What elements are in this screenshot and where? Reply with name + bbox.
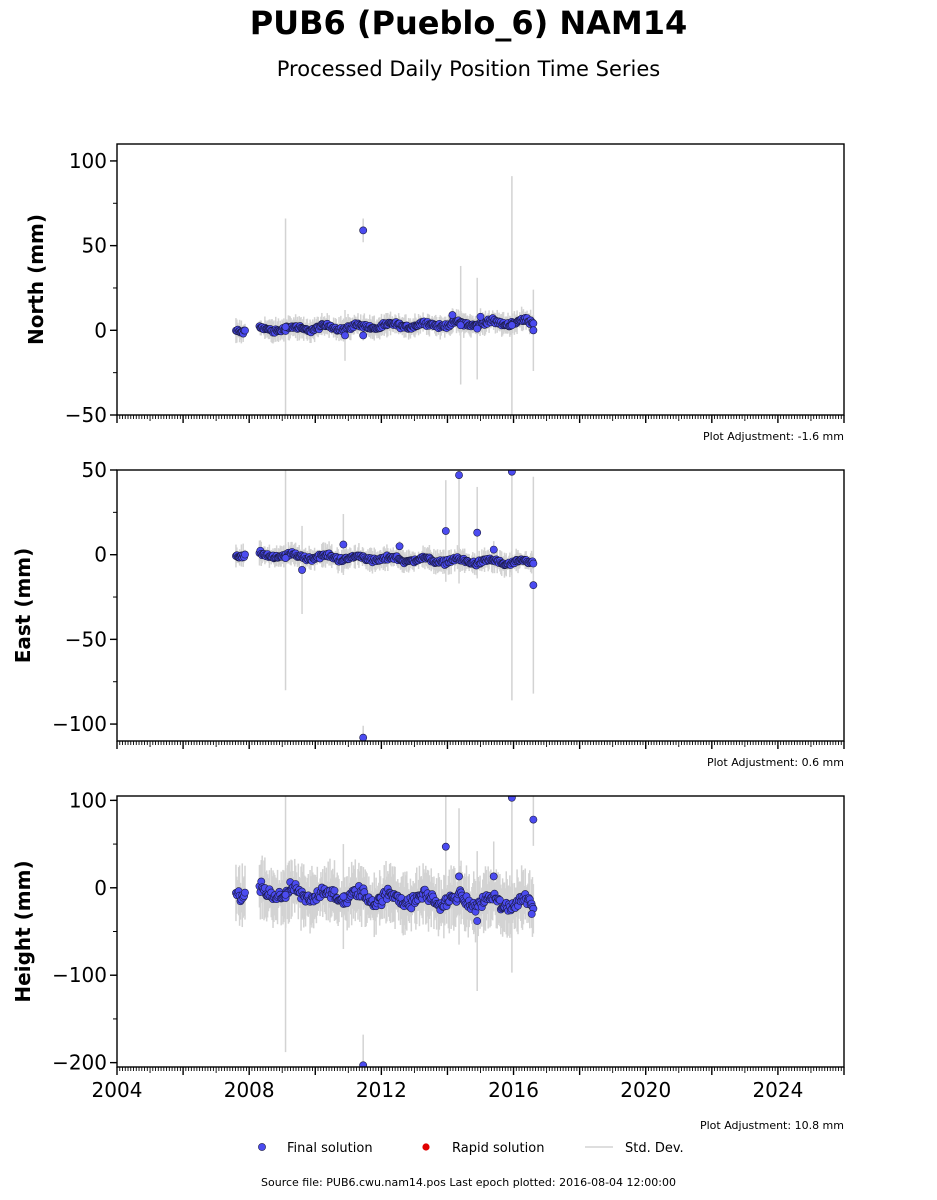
panel-0: 100 50 0 −50 North (mm) Plot Adjustment: -1.6… (24, 143, 845, 443)
final-solution-point (395, 542, 404, 551)
final-solution-point (507, 796, 516, 802)
y-axis-label: East (mm) (11, 548, 35, 664)
final-solution-point (359, 733, 368, 741)
y-tick-label: 50 (82, 458, 107, 482)
final-solution-point (298, 566, 306, 574)
x-tick-label: 2020 (620, 1078, 671, 1102)
final-solution-point (448, 311, 457, 319)
axes-frame (116, 795, 845, 1068)
final-solution-point (341, 331, 349, 340)
plot-area (232, 796, 538, 1067)
source-file-note: Source file: PUB6.cwu.nam14.pos Last epo… (261, 1176, 676, 1189)
final-solution-point (529, 581, 538, 590)
final-solution-point (507, 470, 516, 476)
chart-title: PUB6 (Pueblo_6) NAM14 (249, 4, 688, 42)
plot-area (232, 176, 538, 415)
plot-area (232, 470, 538, 741)
y-tick-label: 0 (94, 543, 107, 567)
final-solution-point (456, 321, 465, 330)
final-solution-point (527, 910, 536, 918)
plot-adjustment-note: Plot Adjustment: -1.6 mm (703, 430, 844, 443)
legend-std-label: Std. Dev. (625, 1141, 684, 1156)
final-solution-point (441, 527, 450, 535)
final-solution-point (529, 319, 538, 328)
x-tick-label: 2004 (92, 1078, 143, 1102)
y-tick-label: 0 (94, 318, 107, 342)
x-tick-label: 2008 (224, 1078, 275, 1102)
legend: Final solution Rapid solution Std. Dev. (258, 1141, 684, 1156)
y-tick-label: −100 (52, 712, 107, 736)
final-solution-point (455, 872, 463, 881)
final-solution-point (241, 888, 249, 897)
final-solution-point (281, 323, 290, 331)
final-solution-point (473, 917, 482, 925)
final-solution-point (241, 326, 249, 335)
final-solution-point (476, 312, 485, 321)
x-tick-label: 2024 (752, 1078, 803, 1102)
legend-rapid-marker (422, 1143, 430, 1151)
legend-rapid-label: Rapid solution (452, 1141, 544, 1156)
final-solution-point (473, 324, 482, 333)
final-solution-point (359, 331, 368, 340)
y-tick-label: −50 (65, 627, 107, 651)
y-tick-label: −100 (52, 963, 107, 987)
y-tick-label: −200 (52, 1051, 107, 1075)
y-axis-label: Height (mm) (11, 860, 35, 1002)
y-tick-label: 100 (69, 788, 107, 812)
legend-final-marker (258, 1143, 266, 1151)
final-solution-point (339, 892, 348, 901)
final-solution-point (489, 872, 498, 881)
final-solution-point (330, 886, 339, 895)
final-solution-point (489, 545, 498, 554)
final-solution-point (339, 540, 348, 549)
y-tick-label: 100 (69, 149, 107, 173)
panel-1: 50 0 −50 −100 East (mm) Plot Adjustment: 0.6 … (11, 458, 845, 769)
y-tick-label: 50 (82, 234, 107, 258)
y-tick-label: 0 (94, 876, 107, 900)
final-solution-point (455, 471, 463, 479)
final-solution-point (529, 815, 538, 824)
final-solution-point (529, 559, 538, 568)
final-solution-point (529, 326, 538, 335)
chart-subtitle: Processed Daily Position Time Series (276, 57, 661, 81)
axes-frame (116, 469, 845, 742)
panel-2: 100 0 −100 −200 Height (mm) Plot Adjustment: … (11, 788, 845, 1132)
final-solution-point (241, 550, 249, 559)
final-solution-point (473, 528, 482, 537)
axes-frame (116, 143, 845, 416)
legend-final-label: Final solution (287, 1141, 373, 1156)
final-solution-point (441, 842, 450, 851)
final-solution-point (281, 554, 290, 562)
x-tick-label: 2016 (488, 1078, 539, 1102)
y-axis-label: North (mm) (24, 214, 48, 345)
plot-adjustment-note: Plot Adjustment: 10.8 mm (700, 1119, 844, 1132)
y-tick-label: −50 (65, 403, 107, 427)
final-solution-point (507, 321, 516, 330)
final-solution-point (281, 890, 290, 899)
final-solution-point (359, 226, 368, 235)
plot-adjustment-note: Plot Adjustment: 0.6 mm (707, 756, 844, 769)
x-tick-label: 2012 (356, 1078, 407, 1102)
final-solution-point (359, 1061, 368, 1067)
